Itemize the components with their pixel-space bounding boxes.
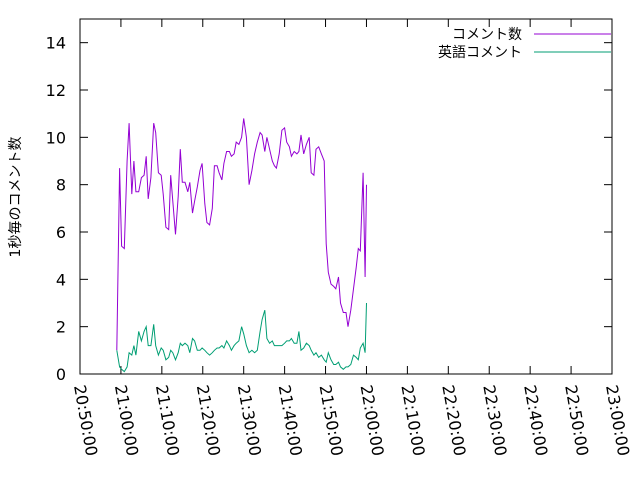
y-tick-label: 6: [56, 223, 66, 242]
series-layer: [116, 118, 367, 373]
y-tick-label: 4: [56, 270, 66, 289]
y-tick-label: 14: [46, 34, 66, 53]
legend-label-2: 英語コメント: [438, 44, 522, 61]
series-line-1: [116, 118, 367, 351]
y-tick-label: 10: [46, 128, 66, 147]
series-line-2: [116, 302, 367, 373]
plot-frame: [79, 18, 613, 375]
y-tick-label: 12: [46, 81, 66, 100]
legend-label-1: コメント数: [452, 27, 522, 43]
y-tick-label: 0: [56, 365, 66, 384]
y-tick-label: 2: [56, 318, 66, 337]
y-axis-title: 1秒毎のコメント数: [8, 137, 24, 258]
y-tick-label: 8: [56, 176, 66, 195]
